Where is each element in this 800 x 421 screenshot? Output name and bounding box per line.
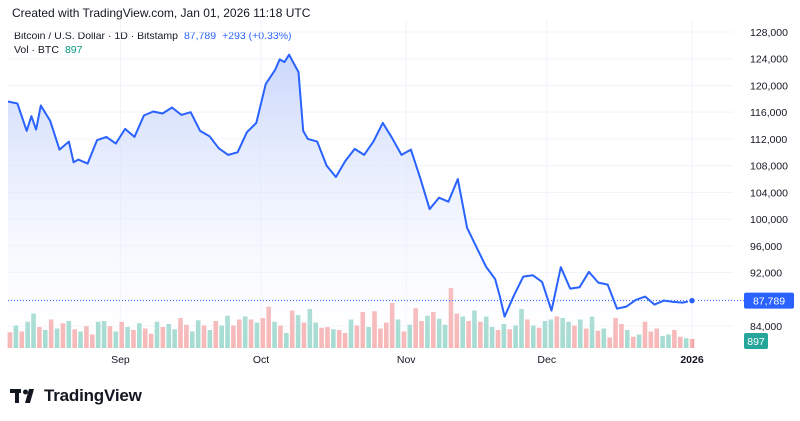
y-tick-label: 112,000 bbox=[750, 134, 787, 146]
price-area-fill bbox=[8, 54, 692, 348]
chart-legend: Bitcoin / U.S. Dollar · 1D · Bitstamp 87… bbox=[14, 29, 292, 57]
y-tick-label: 92,000 bbox=[750, 268, 782, 280]
volume-value: 897 bbox=[64, 44, 83, 56]
price-change: +293 (+0.33%) bbox=[222, 30, 292, 42]
last-price-badge-label: 87,789 bbox=[753, 296, 785, 308]
x-tick-label: Sep bbox=[111, 354, 130, 366]
volume-badge-label: 897 bbox=[747, 336, 765, 348]
y-tick-label: 100,000 bbox=[750, 214, 788, 226]
y-tick-label: 96,000 bbox=[750, 241, 782, 253]
y-tick-label: 120,000 bbox=[750, 80, 788, 92]
price-line[interactable] bbox=[7, 53, 693, 318]
x-tick-label: Oct bbox=[253, 354, 269, 366]
symbol-legend-row[interactable]: Bitcoin / U.S. Dollar · 1D · Bitstamp 87… bbox=[14, 29, 292, 43]
y-tick-label: 124,000 bbox=[750, 54, 788, 66]
y-tick-label: 104,000 bbox=[750, 187, 788, 199]
symbol-label: Bitcoin / U.S. Dollar · 1D · Bitstamp bbox=[14, 30, 178, 42]
created-timestamp: Created with TradingView.com, Jan 01, 20… bbox=[12, 6, 311, 20]
last-price: 87,789 bbox=[183, 30, 217, 42]
last-price-badge bbox=[744, 292, 794, 309]
last-price-marker bbox=[687, 296, 697, 305]
volume-label: Vol · BTC bbox=[14, 44, 59, 56]
tradingview-logo-icon bbox=[10, 389, 34, 403]
x-tick-label: Nov bbox=[397, 354, 416, 366]
x-tick-label: 2026 bbox=[680, 354, 704, 366]
y-tick-label: 116,000 bbox=[750, 107, 787, 119]
brand-name: TradingView bbox=[44, 386, 142, 405]
volume-badge bbox=[744, 333, 768, 349]
y-tick-label: 128,000 bbox=[750, 27, 788, 39]
footer-branding: TradingView bbox=[10, 386, 142, 406]
volume-legend-row[interactable]: Vol · BTC 897 bbox=[14, 43, 292, 57]
y-tick-label: 84,000 bbox=[750, 321, 782, 333]
x-tick-label: Dec bbox=[537, 354, 556, 366]
y-tick-label: 108,000 bbox=[750, 161, 788, 173]
